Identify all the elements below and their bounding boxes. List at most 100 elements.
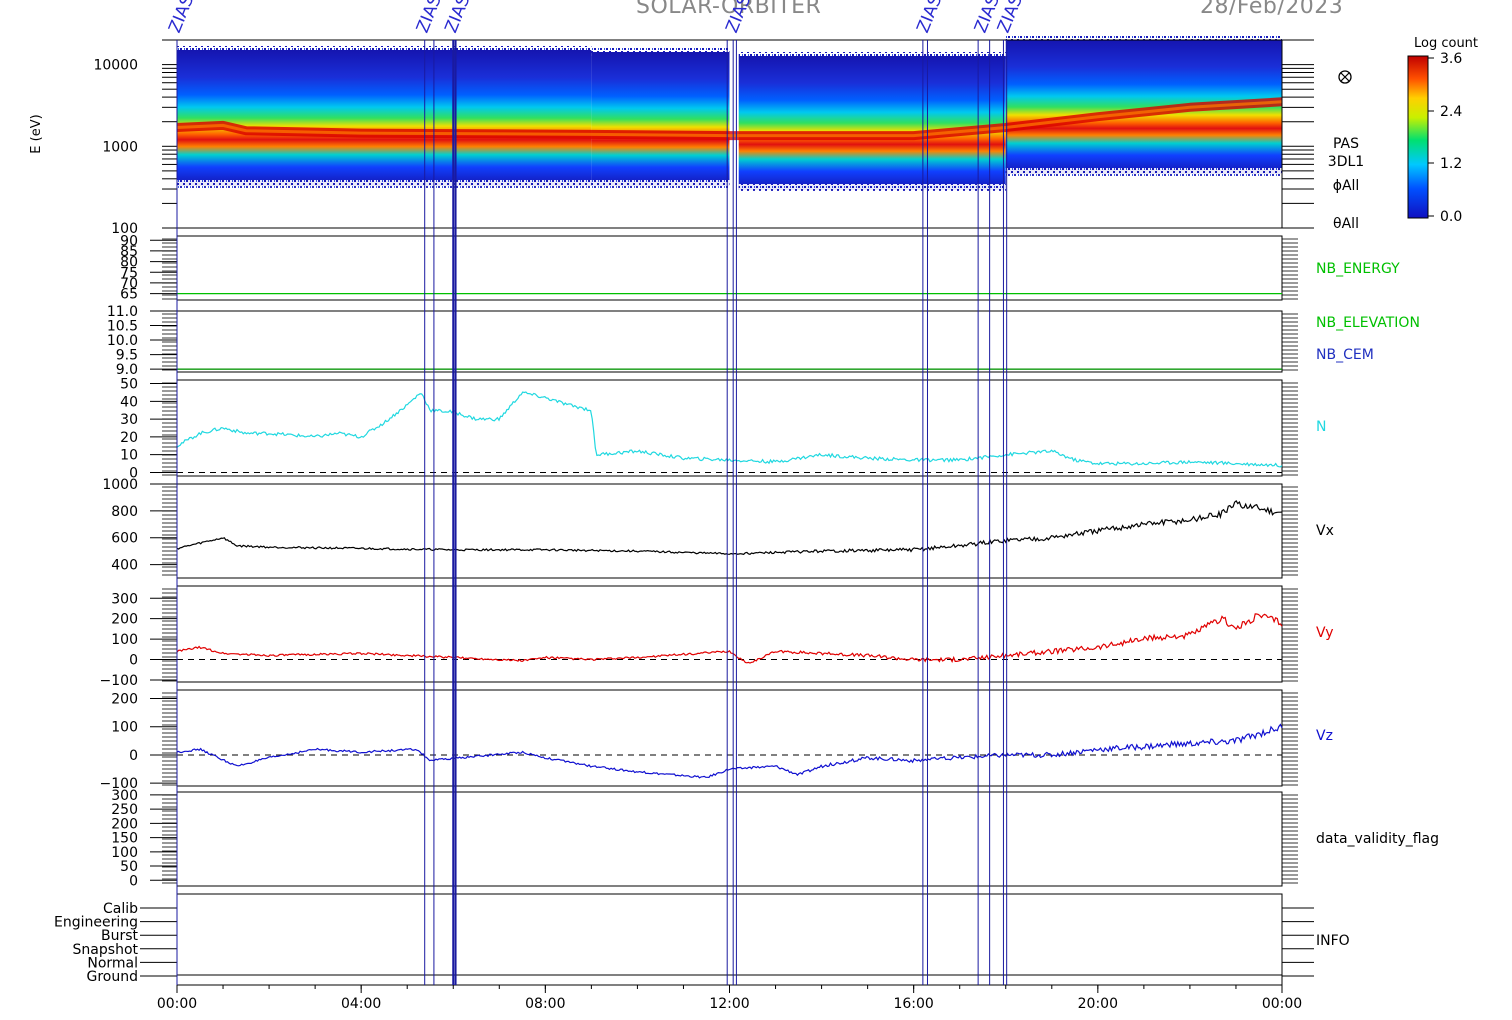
panel-ytick-label: 40 [120,394,138,410]
time-tick-label: 00:00 [157,996,197,1012]
panel-label-NB_CEM: NB_CEM [1316,347,1374,363]
panel-ytick-label: 75 [120,265,138,281]
spectrogram-band [591,52,730,186]
panel-ytick-label: 9.0 [116,362,138,378]
time-tick-label: 16:00 [893,996,933,1012]
panel-frame-4 [176,483,1283,579]
panel-label-data_validity_flag: data_validity_flag [1316,831,1439,847]
panel-label-NB_ENERGY: NB_ENERGY [1316,261,1400,277]
panel-ytick-label: 150 [111,831,138,847]
panel-frame-3 [176,379,1283,477]
panel-ytick-label: 600 [111,531,138,547]
spectrogram-side-label: PAS [1333,136,1359,152]
time-axis-layer: 00:00 04:00 08:00 12:00 16:00 20:00 00:00 [157,985,1302,1012]
info-ytick-label: Burst [101,928,139,944]
panel-ytick-label: 200 [111,816,138,832]
panel-ytick-label: 50 [120,377,138,393]
series-trace-N [176,391,1283,468]
panel-ytick-label: −100 [100,776,138,792]
panel-ytick-label: 100 [111,632,138,648]
event-marker-label: ZIAS [441,0,474,36]
spectrogram-ytick-label: 100 [111,221,138,237]
time-tick-label: 20:00 [1078,996,1118,1012]
info-panel-frame [176,893,1283,986]
panel-ytick-label: 85 [120,244,138,260]
time-tick-label: 08:00 [525,996,565,1012]
spectrogram-peak-core [176,100,1283,138]
colorbar-title: Log count [1414,36,1478,51]
panel-ytick-label: 30 [120,412,138,428]
panel-frame-2 [176,310,1283,373]
spectrogram-speckle-bottom [591,180,730,188]
panel-ytick-label: 0 [129,653,138,669]
series-trace-Vy [176,613,1283,664]
panel-ytick-label: 10 [120,448,138,464]
spectrogram-speckle-bottom [177,180,592,188]
spectrogram-speckle-bottom [738,184,1006,192]
colorbar-gradient [1407,55,1429,219]
event-marker-label: ZIAS [913,0,946,36]
panel-ytick-label: 800 [111,504,138,520]
panel-ytick-label: 70 [120,276,138,292]
panel-frame-7 [176,791,1283,887]
panel-ytick-label: 10.0 [107,333,138,349]
otimes-icon [1338,70,1352,84]
panel-ytick-label: 9.5 [116,348,138,364]
panel-ytick-label: 100 [111,720,138,736]
time-tick-label: 04:00 [341,996,381,1012]
event-marker-label: ZIAS [722,0,755,36]
panel-ytick-label: 200 [111,691,138,707]
panel-ytick-label: 80 [120,255,138,271]
info-ytick-label: Ground [87,969,139,985]
colorbar-tick-label: 1.2 [1440,156,1462,172]
panel-label-Vx: Vx [1316,523,1334,539]
panel-frame-5 [176,585,1283,683]
spectrogram-speckle-bottom [1005,168,1282,176]
panel-ytick-label: 300 [111,591,138,607]
event-marker-label: ZIAS [413,0,446,36]
info-ytick-label: Normal [87,955,138,971]
spectrogram-side-label: ϕAll [1333,178,1360,194]
spectrogram-side-label: 3DL1 [1328,154,1364,170]
panel-ytick-label: 90 [120,233,138,249]
spectrogram-band [738,56,1006,190]
colorbar-tick-label: 2.4 [1440,104,1462,120]
panel-ytick-label: 50 [120,859,138,875]
panel-ytick-label: 11.0 [107,304,138,320]
spectrogram-ytick-label: 1000 [102,139,138,155]
time-tick-label: 00:00 [1262,996,1302,1012]
panel-ytick-label: 200 [111,612,138,628]
info-ytick-label: Calib [103,901,138,917]
colorbar-tick-label: 0.0 [1440,209,1462,225]
panel-ytick-label: 20 [120,430,138,446]
event-marker-label: ZIAS [165,0,198,36]
series-trace-Vx [176,499,1283,555]
panel-ytick-label: 0 [129,748,138,764]
time-tick-label: 12:00 [709,996,749,1012]
spectrogram-side-label: θAll [1333,216,1359,232]
panel-frame-1 [176,235,1283,301]
panel-label-Vz: Vz [1316,728,1333,744]
spectrogram-layer [176,36,1283,192]
panel-ytick-label: 0 [129,465,138,481]
plot-date: 28/Feb/2023 [1200,0,1344,19]
panel-ytick-label: 300 [111,788,138,804]
spectrogram-band [177,50,592,186]
panel-ytick-label: 400 [111,558,138,574]
panel-frame-6 [176,689,1283,787]
panel-label-NB_ELEVATION: NB_ELEVATION [1316,315,1420,331]
info-ytick-label: Engineering [54,915,138,931]
colorbar-tick-label: 3.6 [1440,51,1462,67]
panel-ytick-label: −100 [100,673,138,689]
panel-ytick-label: 250 [111,802,138,818]
spectrogram-ylabel: E (eV) [29,114,44,153]
otimes-icon-cross [1340,72,1350,82]
panel-ytick-label: 1000 [102,477,138,493]
panel-ytick-label: 10.5 [107,319,138,335]
panel-ytick-label: 0 [129,873,138,889]
panel-ytick-label: 65 [120,287,138,303]
info-label: INFO [1316,933,1350,949]
